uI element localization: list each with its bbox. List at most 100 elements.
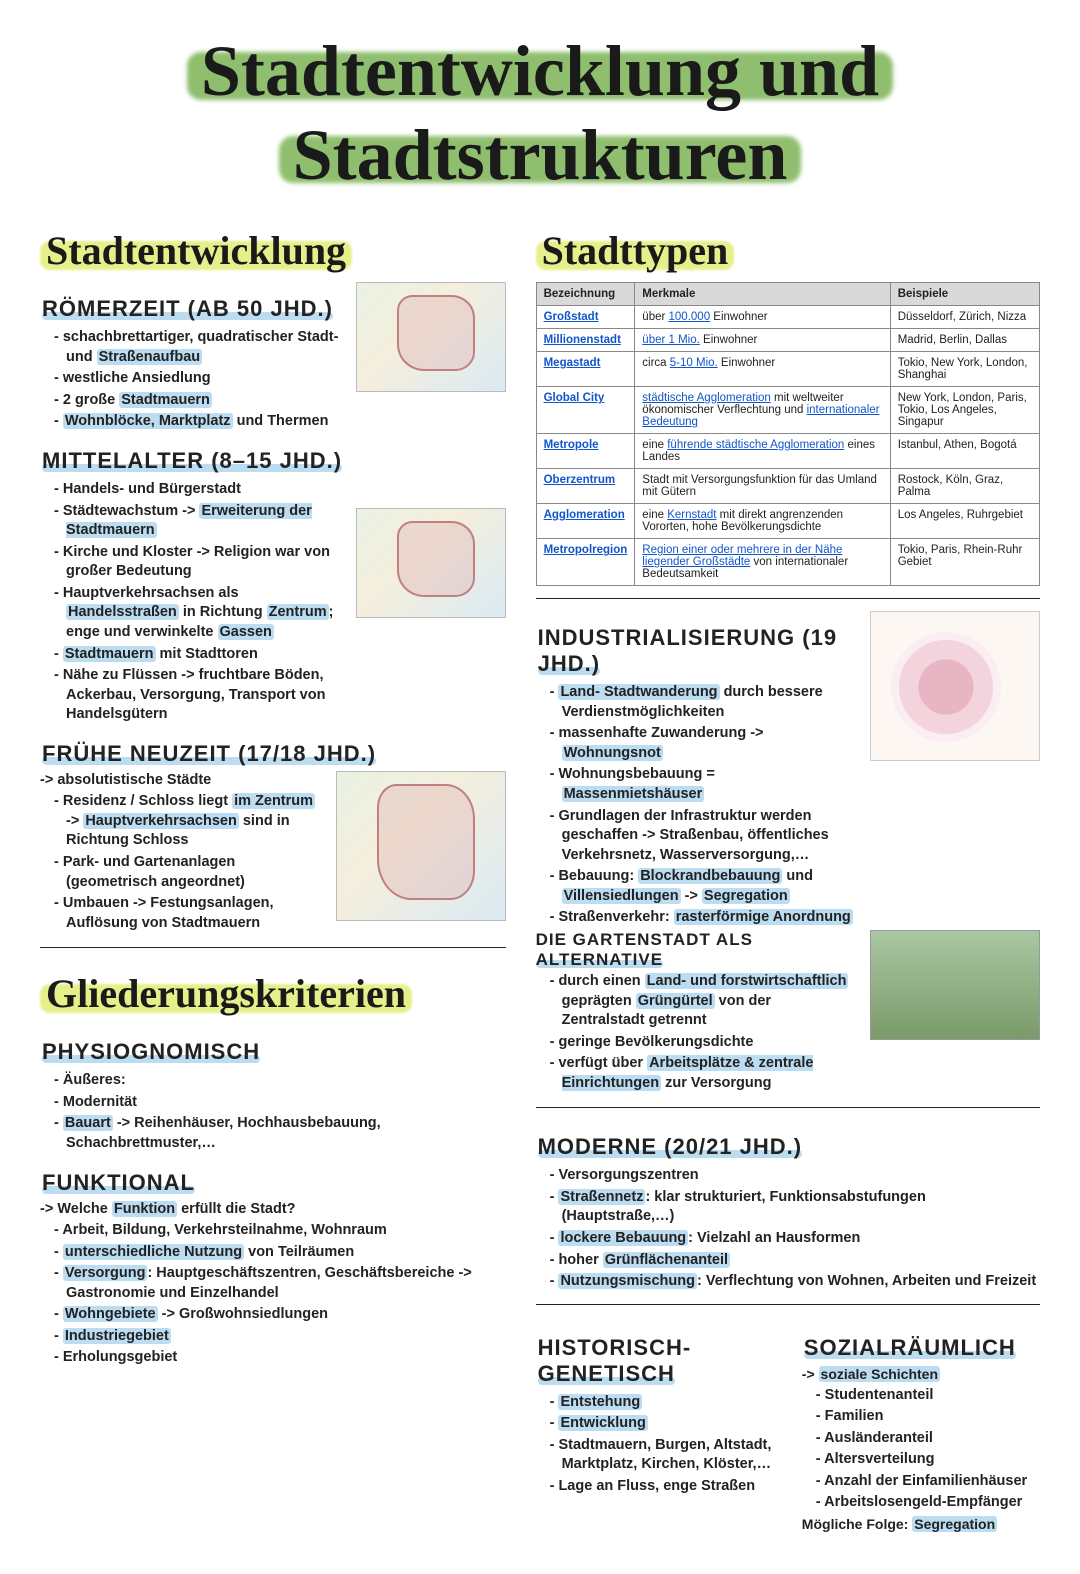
indus-block: INDUSTRIALISIERUNG (19 JHD.) Land- Stadt… xyxy=(536,611,1040,930)
table-row: MetropolregionRegion einer oder mehrere … xyxy=(536,539,1039,586)
divider xyxy=(536,1107,1040,1108)
list-item: Park- und Gartenanlagen (geometrisch ang… xyxy=(54,853,322,892)
heading-sozialraeumlich: SOZIALRÄUMLICH xyxy=(802,1335,1018,1361)
stadttypen-table: Bezeichnung Merkmale Beispiele Großstadt… xyxy=(536,282,1040,586)
table-cell: Düsseldorf, Zürich, Nizza xyxy=(890,306,1039,329)
title-line-1: Stadtentwicklung und xyxy=(187,34,893,110)
list-item: Stadtmauern mit Stadttoren xyxy=(54,645,342,665)
list-item: schachbrettartiger, quadratischer Stadt-… xyxy=(54,328,342,367)
table-row: Megastadtcirca 5-10 Mio. EinwohnerTokio,… xyxy=(536,352,1039,387)
diagram-icon xyxy=(870,611,1040,761)
columns: Stadtentwicklung RÖMERZEIT (AB 50 JHD.) … xyxy=(40,217,1040,1534)
list-item: Kirche und Kloster -> Religion war von g… xyxy=(54,543,342,582)
list-item: Anzahl der Einfamilienhäuser xyxy=(816,1472,1040,1492)
divider xyxy=(536,598,1040,599)
list-item: Entstehung xyxy=(550,1393,774,1413)
heading-physiognomisch: PHYSIOGNOMISCH xyxy=(40,1039,262,1065)
th: Beispiele xyxy=(890,283,1039,306)
right-column: Stadttypen Bezeichnung Merkmale Beispiel… xyxy=(536,217,1040,1534)
hist-list: EntstehungEntwicklungStadtmauern, Burgen… xyxy=(536,1393,774,1497)
list-item: Äußeres: xyxy=(54,1071,506,1091)
list-item: Studentenanteil xyxy=(816,1386,1040,1406)
list-item: unterschiedliche Nutzung von Teilräumen xyxy=(54,1243,506,1263)
list-item: verfügt über Arbeitsplätze & zentrale Ei… xyxy=(550,1054,856,1093)
table-cell: eine Kernstadt mit direkt angrenzenden V… xyxy=(635,504,890,539)
list-item: Wohngebiete -> Großwohnsiedlungen xyxy=(54,1305,506,1325)
table-header-row: Bezeichnung Merkmale Beispiele xyxy=(536,283,1039,306)
neuzeit-lead: -> absolutistische Städte xyxy=(40,771,322,791)
table-cell: New York, London, Paris, Tokio, Los Ange… xyxy=(890,387,1039,434)
list-item: Umbauen -> Festungsanlagen, Auflösung vo… xyxy=(54,894,322,933)
table-cell: städtische Agglomeration mit weltweiter … xyxy=(635,387,890,434)
table-cell: Tokio, Paris, Rhein-Ruhr Gebiet xyxy=(890,539,1039,586)
map-icon xyxy=(356,282,506,392)
table-cell: Großstadt xyxy=(536,306,635,329)
table-cell: Agglomeration xyxy=(536,504,635,539)
romer-block: RÖMERZEIT (AB 50 JHD.) schachbrettartige… xyxy=(40,282,506,434)
heading-mittelalter: MITTELALTER (8–15 JHD.) xyxy=(40,448,344,474)
table-cell: Metropolregion xyxy=(536,539,635,586)
list-item: Entwicklung xyxy=(550,1414,774,1434)
phys-list: Äußeres:ModernitätBauart -> Reihenhäuser… xyxy=(40,1071,506,1153)
table-row: Metropoleeine führende städtische Agglom… xyxy=(536,434,1039,469)
list-item: durch einen Land- und forstwirtschaftlic… xyxy=(550,972,856,1031)
heading-neuzeit: FRÜHE NEUZEIT (17/18 JHD.) xyxy=(40,741,378,767)
list-item: Versorgungszentren xyxy=(550,1166,1040,1186)
heading-moderne: MODERNE (20/21 JHD.) xyxy=(536,1134,805,1160)
section-stadttypen: Stadttypen xyxy=(536,227,735,274)
table-cell: Oberzentrum xyxy=(536,469,635,504)
heading-funktional: FUNKTIONAL xyxy=(40,1170,197,1196)
list-item: Hauptverkehrsachsen als Handelsstraßen i… xyxy=(54,584,342,643)
romer-list: schachbrettartiger, quadratischer Stadt-… xyxy=(40,328,342,432)
list-item: hoher Grünflächenanteil xyxy=(550,1251,1040,1271)
list-item: Altersverteilung xyxy=(816,1450,1040,1470)
list-item: Lage an Fluss, enge Straßen xyxy=(550,1477,774,1497)
list-item: Residenz / Schloss liegt im Zentrum -> H… xyxy=(54,792,322,851)
table-cell: über 100.000 Einwohner xyxy=(635,306,890,329)
neuzeit-list: Residenz / Schloss liegt im Zentrum -> H… xyxy=(40,792,322,933)
list-item: Erholungsgebiet xyxy=(54,1348,506,1368)
moderne-list: VersorgungszentrenStraßennetz: klar stru… xyxy=(536,1166,1040,1291)
table-cell: Tokio, New York, London, Shanghai xyxy=(890,352,1039,387)
list-item: Wohnblöcke, Marktplatz und Thermen xyxy=(54,412,342,432)
list-item: Städtewachstum -> Erweiterung der Stadtm… xyxy=(54,502,342,541)
list-item: Modernität xyxy=(54,1093,506,1113)
heading-gartenstadt: DIE GARTENSTADT ALS ALTERNATIVE xyxy=(536,930,856,970)
list-item: Grundlagen der Infrastruktur werden gesc… xyxy=(550,807,856,866)
table-cell: circa 5-10 Mio. Einwohner xyxy=(635,352,890,387)
sozial-foot: Mögliche Folge: Segregation xyxy=(802,1515,1040,1534)
table-cell: über 1 Mio. Einwohner xyxy=(635,329,890,352)
garten-list: durch einen Land- und forstwirtschaftlic… xyxy=(536,972,856,1093)
sozial-lead: -> soziale Schichten xyxy=(802,1365,1040,1384)
left-column: Stadtentwicklung RÖMERZEIT (AB 50 JHD.) … xyxy=(40,217,506,1534)
list-item: lockere Bebauung: Vielzahl an Hausformen xyxy=(550,1229,1040,1249)
section-gliederung: Gliederungskriterien xyxy=(40,970,412,1017)
map-icon xyxy=(336,771,506,921)
main-title: Stadtentwicklung und Stadtstrukturen xyxy=(40,30,1040,197)
list-item: Wohnungsbebauung = Massenmietshäuser xyxy=(550,765,856,804)
list-item: 2 große Stadtmauern xyxy=(54,391,342,411)
list-item: Arbeit, Bildung, Verkehrsteilnahme, Wohn… xyxy=(54,1221,506,1241)
table-cell: Megastadt xyxy=(536,352,635,387)
list-item: Versorgung: Hauptgeschäftszentren, Gesch… xyxy=(54,1264,506,1303)
table-cell: Los Angeles, Ruhrgebiet xyxy=(890,504,1039,539)
mittel-list: Handels- und BürgerstadtStädtewachstum -… xyxy=(40,480,342,725)
photo-icon xyxy=(870,930,1040,1040)
heading-romerzeit: RÖMERZEIT (AB 50 JHD.) xyxy=(40,296,335,322)
table-row: Millionenstadtüber 1 Mio. EinwohnerMadri… xyxy=(536,329,1039,352)
list-item: Straßennetz: klar strukturiert, Funktion… xyxy=(550,1188,1040,1227)
table-row: Agglomerationeine Kernstadt mit direkt a… xyxy=(536,504,1039,539)
table-cell: Region einer oder mehrere in der Nähe li… xyxy=(635,539,890,586)
funk-lead: -> Welche Funktion erfüllt die Stadt? xyxy=(40,1200,506,1220)
sozial-list: StudentenanteilFamilienAusländeranteilAl… xyxy=(802,1386,1040,1513)
list-item: westliche Ansiedlung xyxy=(54,369,342,389)
list-item: Ausländeranteil xyxy=(816,1429,1040,1449)
table-row: Großstadtüber 100.000 EinwohnerDüsseldor… xyxy=(536,306,1039,329)
list-item: Bebauung: Blockrandbebauung und Villensi… xyxy=(550,867,856,906)
title-line-2: Stadtstrukturen xyxy=(279,118,802,194)
page: Stadtentwicklung und Stadtstrukturen Sta… xyxy=(0,0,1080,1574)
list-item: geringe Bevölkerungsdichte xyxy=(550,1033,856,1053)
list-item: massenhafte Zuwanderung -> Wohnungsnot xyxy=(550,724,856,763)
table-cell: Stadt mit Versorgungsfunktion für das Um… xyxy=(635,469,890,504)
list-item: Arbeitslosengeld-Empfänger xyxy=(816,1493,1040,1513)
